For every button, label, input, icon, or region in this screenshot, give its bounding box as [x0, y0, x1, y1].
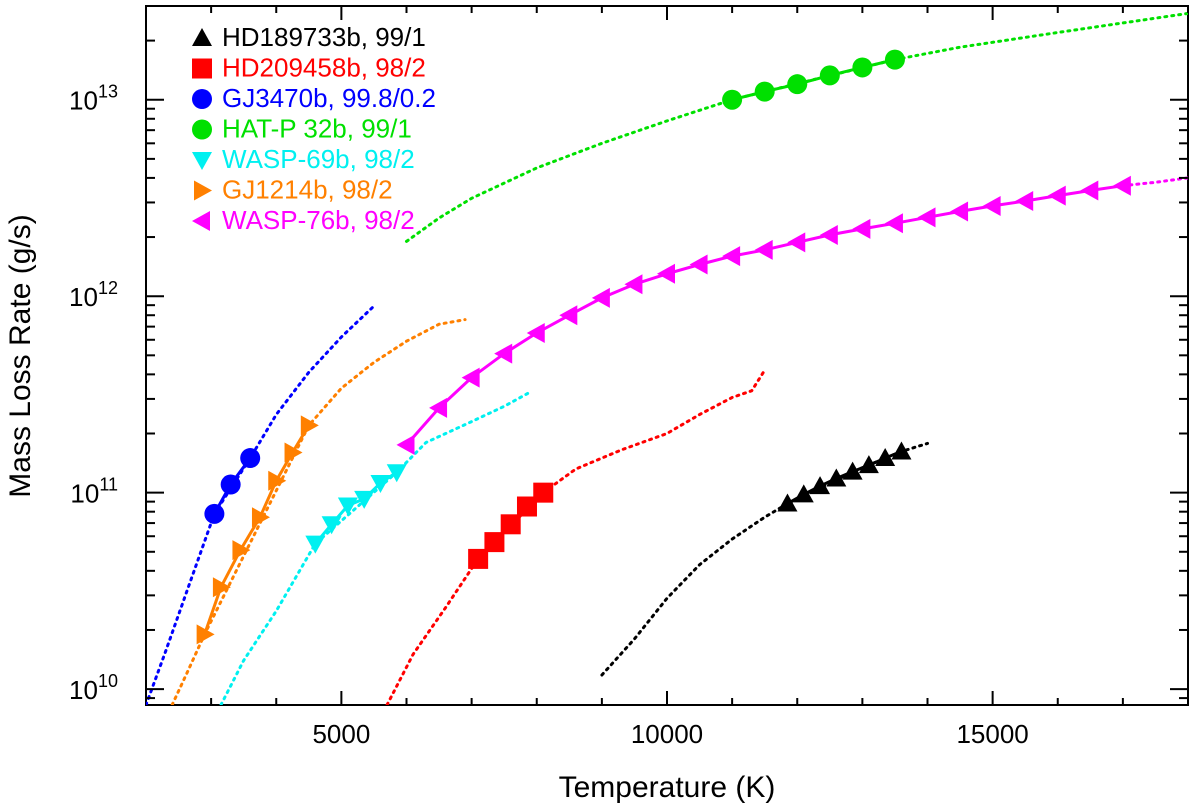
point-wasp-76b-22	[1112, 175, 1131, 196]
point-hd209458b-4	[533, 482, 554, 503]
y-axis-label: Mass Loss Rate (g/s)	[4, 214, 37, 497]
legend-label-hd209458b: HD209458b, 98/2	[222, 53, 426, 83]
x-tick-label: 5000	[312, 719, 370, 749]
legend-label-hat-p-32b: HAT-P 32b, 99/1	[222, 114, 412, 144]
x-tick-label: 15000	[956, 719, 1028, 749]
legend-label-gj3470b: GJ3470b, 99.8/0.2	[222, 83, 436, 113]
point-gj1214b-3	[251, 507, 270, 528]
dotted-curve-gj3470b	[146, 304, 376, 705]
point-wasp-76b-5	[559, 305, 578, 326]
legend-label-hd189733b: HD189733b, 99/1	[222, 22, 426, 52]
point-hd189733b-5	[858, 455, 879, 474]
point-wasp-76b-6	[591, 287, 610, 308]
legend-label-wasp-69b: WASP-69b, 98/2	[222, 144, 415, 174]
point-wasp-76b-12	[787, 232, 806, 253]
legend-label-wasp-76b: WASP-76b, 98/2	[222, 205, 415, 235]
point-wasp-76b-0	[396, 434, 415, 455]
point-hat-p-32b-5	[884, 49, 905, 70]
point-hat-p-32b-3	[819, 65, 840, 86]
point-gj1214b-0	[196, 624, 215, 645]
y-tick-label: 1011	[70, 475, 118, 509]
point-hd189733b-7	[891, 441, 912, 460]
legend-marker-gj1214b	[194, 180, 212, 201]
y-tick-label: 1013	[69, 82, 118, 116]
point-wasp-69b-0	[305, 535, 326, 554]
point-hd189733b-3	[826, 468, 847, 487]
point-wasp-76b-10	[722, 246, 741, 267]
point-hd189733b-1	[793, 484, 814, 503]
point-wasp-69b-3	[354, 490, 375, 509]
point-wasp-69b-5	[386, 464, 407, 483]
point-hat-p-32b-0	[722, 89, 743, 110]
point-wasp-76b-8	[657, 263, 675, 284]
point-wasp-76b-17	[950, 201, 969, 222]
point-wasp-69b-4	[370, 474, 391, 493]
legend-label-gj1214b: GJ1214b, 98/2	[222, 175, 393, 205]
point-gj1214b-4	[268, 470, 287, 491]
dotted-curve-gj1214b	[170, 318, 467, 705]
point-gj3470b-0	[204, 503, 225, 524]
dotted-curve-hat-p-32b	[405, 11, 1188, 243]
x-tick-label: 10000	[631, 719, 703, 749]
point-wasp-76b-1	[429, 397, 448, 418]
x-ticks: 5000 10000 15000	[210, 6, 1189, 749]
point-gj1214b-1	[212, 577, 231, 598]
point-hat-p-32b-1	[754, 81, 775, 102]
point-hat-p-32b-4	[852, 57, 873, 78]
point-wasp-76b-20	[1047, 185, 1066, 206]
legend-marker-hd189733b	[192, 28, 212, 46]
point-gj1214b-6	[300, 415, 319, 436]
point-wasp-76b-14	[852, 218, 871, 239]
point-gj3470b-2	[240, 448, 261, 469]
solid-line-wasp-76b	[405, 184, 1124, 446]
point-wasp-76b-18	[982, 195, 1001, 216]
point-wasp-76b-4	[526, 322, 545, 343]
point-hd209458b-1	[484, 532, 505, 553]
point-wasp-76b-21	[1080, 180, 1099, 201]
point-hd189733b-6	[875, 448, 896, 467]
dotted-curve-hd209458b	[385, 368, 767, 705]
point-wasp-69b-2	[337, 497, 358, 516]
point-gj1214b-2	[232, 540, 251, 561]
dotted-curve-hd189733b	[600, 441, 929, 677]
dotted-curve-wasp-76b	[1121, 176, 1188, 188]
x-axis-label: Temperature (K)	[559, 771, 776, 804]
point-hd189733b-4	[842, 461, 863, 480]
point-hd209458b-2	[500, 514, 521, 535]
legend-marker-wasp-69b	[192, 152, 212, 170]
y-tick-label: 1012	[69, 278, 118, 312]
legend-marker-gj3470b	[192, 89, 212, 109]
point-hd189733b-0	[777, 493, 798, 512]
point-wasp-76b-19	[1015, 191, 1034, 212]
point-wasp-76b-15	[884, 213, 903, 234]
data-markers	[196, 49, 1131, 645]
point-gj3470b-1	[220, 474, 241, 495]
point-hat-p-32b-2	[787, 74, 808, 95]
point-wasp-76b-13	[819, 224, 838, 245]
y-ticks: 1010 1011 1012 1013	[69, 5, 1188, 705]
point-hd189733b-2	[810, 476, 831, 495]
point-wasp-69b-1	[321, 516, 342, 535]
point-hd209458b-0	[468, 548, 489, 569]
point-wasp-76b-3	[494, 343, 513, 364]
point-wasp-76b-9	[689, 254, 708, 275]
point-wasp-76b-2	[461, 367, 480, 388]
legend-marker-hd209458b	[192, 58, 212, 79]
dotted-curve-wasp-69b	[219, 390, 532, 705]
point-hd209458b-3	[516, 496, 537, 517]
point-wasp-76b-16	[917, 207, 936, 228]
legend-marker-wasp-76b	[192, 211, 210, 231]
point-gj1214b-5	[284, 442, 303, 463]
point-wasp-76b-11	[754, 239, 773, 260]
legend-marker-hat-p-32b	[192, 119, 212, 140]
point-wasp-76b-7	[624, 274, 643, 295]
y-tick-label: 1010	[69, 671, 118, 705]
